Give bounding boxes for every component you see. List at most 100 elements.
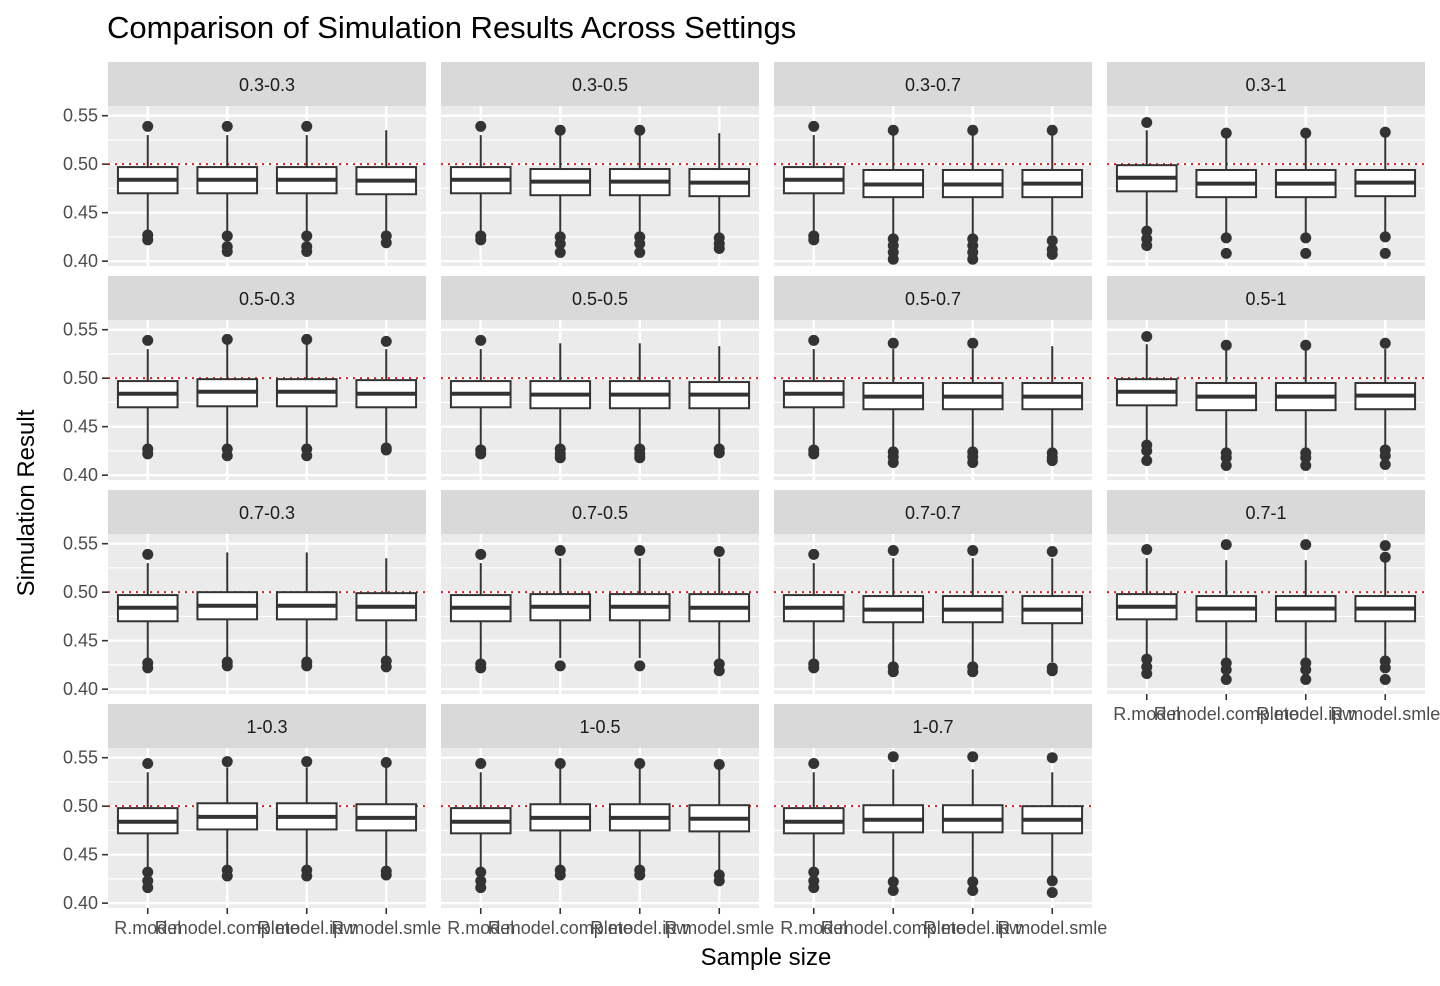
boxplot-R.model.ipw bbox=[608, 544, 671, 672]
boxplot-R.model.complete bbox=[529, 758, 592, 881]
boxplot-R.model.complete bbox=[1195, 127, 1258, 259]
x-tick-label: R.model bbox=[780, 918, 847, 938]
boxplot-R.model.complete bbox=[862, 751, 925, 897]
boxplot-R.model.smle bbox=[355, 130, 418, 249]
outlier-point bbox=[301, 333, 313, 345]
outlier-point bbox=[967, 751, 979, 763]
y-tick-label: 0.55 bbox=[63, 748, 98, 768]
boxplot-R.model.smle bbox=[1021, 752, 1084, 898]
x-axis-title: Sample size bbox=[701, 944, 832, 971]
boxplot-R.model.smle bbox=[688, 346, 751, 459]
y-tick-label: 0.50 bbox=[63, 154, 98, 174]
outlier-point bbox=[1220, 247, 1232, 259]
y-tick-label: 0.40 bbox=[63, 679, 98, 699]
boxplot-R.model.ipw bbox=[1274, 539, 1337, 685]
outlier-point bbox=[1220, 452, 1232, 464]
facet-strip-label: 0.7-0.7 bbox=[905, 503, 961, 523]
outlier-point bbox=[221, 120, 233, 132]
outlier-point bbox=[967, 337, 979, 349]
outlier-point bbox=[887, 885, 899, 897]
outlier-point bbox=[554, 124, 566, 136]
boxplot-R.model bbox=[782, 334, 845, 460]
outlier-point bbox=[1046, 875, 1058, 887]
x-tick-label: R.model.ipw bbox=[923, 918, 1023, 938]
boxplot-R.model.ipw bbox=[275, 333, 338, 462]
outlier-point bbox=[713, 875, 725, 887]
boxplot-R.model.smle bbox=[1354, 126, 1417, 259]
facet-strip-label: 0.3-0.7 bbox=[905, 75, 961, 95]
boxplot-R.model bbox=[449, 120, 512, 246]
y-tick-label: 0.40 bbox=[63, 893, 98, 913]
y-tick-label: 0.45 bbox=[63, 417, 98, 437]
boxplot-R.model.smle bbox=[688, 133, 751, 255]
facet-panel: 1-0.5 R.modelR.model.completeR.model.ipwR… bbox=[441, 704, 774, 938]
facet-strip-label: 0.7-1 bbox=[1245, 503, 1286, 523]
outlier-point bbox=[142, 448, 154, 460]
facet-panel: 0.5-0.7 bbox=[774, 276, 1092, 480]
outlier-point bbox=[1220, 459, 1232, 471]
outlier-point bbox=[634, 452, 646, 464]
facet-strip bbox=[441, 490, 759, 534]
boxplot-R.model.smle bbox=[355, 757, 418, 881]
outlier-point bbox=[1379, 662, 1391, 674]
outlier-point bbox=[475, 882, 487, 894]
boxplot-R.model.smle bbox=[1021, 545, 1084, 677]
boxplot-R.model.smle bbox=[1021, 346, 1084, 467]
outlier-point bbox=[380, 869, 392, 881]
outlier-point bbox=[713, 758, 725, 770]
boxplot-R.model.complete bbox=[862, 544, 925, 678]
outlier-point bbox=[142, 758, 154, 770]
x-tick-label: R.model.smle bbox=[664, 918, 774, 938]
facet-strip bbox=[1107, 62, 1425, 106]
boxplot-R.model.ipw bbox=[608, 124, 671, 258]
facet-strip bbox=[441, 276, 759, 320]
facet-panel: 0.7-0.7 bbox=[774, 490, 1092, 694]
boxplot-R.model.smle bbox=[355, 335, 418, 456]
y-tick-label: 0.55 bbox=[63, 320, 98, 340]
facet-panel: 1-0.7 R.modelR.model.completeR.model.ipwR… bbox=[774, 704, 1107, 938]
outlier-point bbox=[1046, 886, 1058, 898]
facet-strip bbox=[774, 276, 1092, 320]
y-tick-label: 0.50 bbox=[63, 368, 98, 388]
outlier-point bbox=[554, 758, 566, 770]
facet-strip bbox=[108, 490, 426, 534]
boxplot-R.model.ipw bbox=[941, 751, 1004, 897]
boxplot-R.model.complete bbox=[529, 124, 592, 258]
facet-strip-label: 0.5-0.5 bbox=[572, 289, 628, 309]
outlier-point bbox=[221, 870, 233, 882]
outlier-point bbox=[1141, 330, 1153, 342]
outlier-point bbox=[634, 758, 646, 770]
outlier-point bbox=[1046, 752, 1058, 764]
outlier-point bbox=[1379, 540, 1391, 552]
outlier-point bbox=[1379, 126, 1391, 138]
boxplot-R.model bbox=[116, 548, 179, 674]
outlier-point bbox=[1141, 225, 1153, 237]
outlier-point bbox=[808, 234, 820, 246]
outlier-point bbox=[887, 544, 899, 556]
boxplot-R.model.complete bbox=[529, 544, 592, 672]
outlier-point bbox=[887, 124, 899, 136]
outlier-point bbox=[221, 230, 233, 242]
outlier-point bbox=[142, 866, 154, 878]
outlier-point bbox=[1220, 539, 1232, 551]
outlier-point bbox=[808, 448, 820, 460]
facet-panel: 0.3-0.3 0.40 0.45 0.50 0.55 bbox=[63, 62, 426, 271]
x-tick-label: R.model.smle bbox=[331, 918, 441, 938]
outlier-point bbox=[142, 334, 154, 346]
outlier-point bbox=[1300, 539, 1312, 551]
outlier-point bbox=[967, 544, 979, 556]
outlier-point bbox=[221, 660, 233, 672]
outlier-point bbox=[142, 662, 154, 674]
boxplot-R.model.smle bbox=[1021, 124, 1084, 260]
y-tick-label: 0.40 bbox=[63, 465, 98, 485]
boxplot-R.model bbox=[449, 548, 512, 674]
boxplot-R.model.ipw bbox=[941, 124, 1004, 265]
boxplot-R.model bbox=[782, 758, 845, 894]
outlier-point bbox=[301, 660, 313, 672]
boxplot-R.model.complete bbox=[196, 333, 259, 462]
outlier-point bbox=[808, 662, 820, 674]
outlier-point bbox=[1300, 247, 1312, 259]
boxplot-R.model bbox=[449, 758, 512, 894]
outlier-point bbox=[475, 120, 487, 132]
outlier-point bbox=[475, 448, 487, 460]
